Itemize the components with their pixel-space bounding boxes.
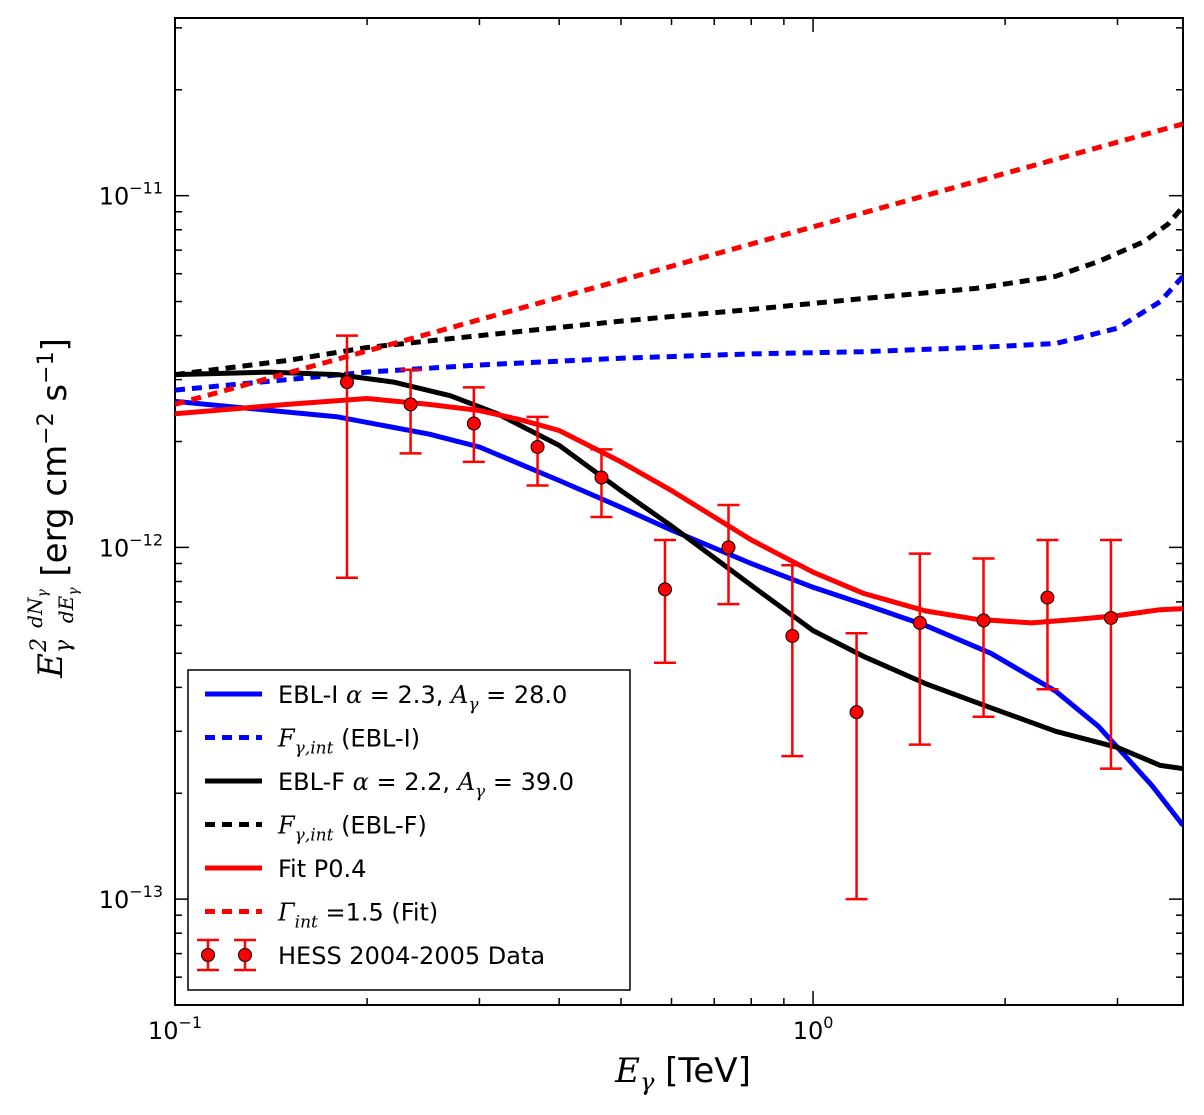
data-point-12 <box>1099 538 1122 770</box>
legend-entry-0: EBL-I α = 2.3, Aγ = 28.0 <box>205 681 567 715</box>
legend-entry-5: Γint =1.5 (Fit) <box>205 899 438 933</box>
data-point-7 <box>781 563 804 758</box>
data-point-0 <box>335 334 358 579</box>
data-marker <box>530 439 545 454</box>
legend-label: EBL-F α = 2.2, Aγ = 39.0 <box>278 768 574 802</box>
series-line-2 <box>175 369 1183 772</box>
plot-area <box>175 121 1183 901</box>
legend: EBL-I α = 2.3, Aγ = 28.0 Fγ,int (EBL-I) EB… <box>187 669 631 991</box>
legend-entry-6: HESS 2004-2005 Data <box>197 938 545 972</box>
data-point-11 <box>1036 538 1059 691</box>
series-line-0 <box>175 398 1183 827</box>
y-axis-label-text: Eγ2dNγdEγ [erg cm−2 s−1] <box>23 338 82 679</box>
data-marker <box>976 613 991 628</box>
series-line-5 <box>175 121 1183 407</box>
data-point-9 <box>908 552 931 746</box>
data-marker <box>849 705 864 720</box>
data-point-1 <box>399 368 422 455</box>
legend-label: Fit P0.4 <box>278 855 366 883</box>
data-point-5 <box>653 538 676 664</box>
x-tick-label: 100 <box>793 1013 834 1045</box>
series-line-1 <box>175 274 1183 393</box>
data-marker <box>785 628 800 643</box>
data-point-8 <box>845 632 868 901</box>
legend-entry-1: Fγ,int (EBL-I) <box>205 725 420 759</box>
data-marker <box>339 375 354 390</box>
data-point-6 <box>717 503 740 606</box>
legend-label: Fγ,int (EBL-F) <box>277 812 427 846</box>
axis-ticks <box>174 18 1183 1006</box>
legend-marker <box>201 948 215 962</box>
legend-entry-3: Fγ,int (EBL-F) <box>205 812 427 846</box>
y-tick-label: 10−11 <box>99 179 163 211</box>
data-marker <box>594 470 609 485</box>
legend-entry-4: Fit P0.4 <box>205 855 366 883</box>
data-point-10 <box>972 557 995 718</box>
data-point-2 <box>462 386 485 464</box>
data-marker <box>721 540 736 555</box>
data-marker <box>403 397 418 412</box>
y-tick-label: 10−13 <box>99 882 163 914</box>
legend-label: Fγ,int (EBL-I) <box>277 725 420 759</box>
data-point-4 <box>590 448 613 519</box>
data-point-3 <box>526 415 549 487</box>
data-marker <box>466 416 481 431</box>
data-marker <box>657 582 672 597</box>
legend-label: HESS 2004-2005 Data <box>278 942 545 970</box>
y-tick-label: 10−12 <box>99 530 163 562</box>
series-line-4 <box>175 396 1183 626</box>
legend-marker <box>238 948 252 962</box>
legend-label: EBL-I α = 2.3, Aγ = 28.0 <box>278 681 567 715</box>
legend-box <box>187 669 631 991</box>
legend-entry-2: EBL-F α = 2.2, Aγ = 39.0 <box>205 768 574 802</box>
data-marker <box>912 615 927 630</box>
x-axis-label: Eγ [TeV] <box>614 1051 751 1096</box>
y-axis-label: Eγ2dNγdEγ [erg cm−2 s−1] <box>23 338 82 679</box>
data-marker <box>1103 610 1118 625</box>
plot-frame <box>174 17 1184 1006</box>
legend-label: Γint =1.5 (Fit) <box>277 899 438 933</box>
x-tick-label: 10−1 <box>148 1013 202 1045</box>
series-line-3 <box>175 205 1183 378</box>
data-marker <box>1040 590 1055 605</box>
